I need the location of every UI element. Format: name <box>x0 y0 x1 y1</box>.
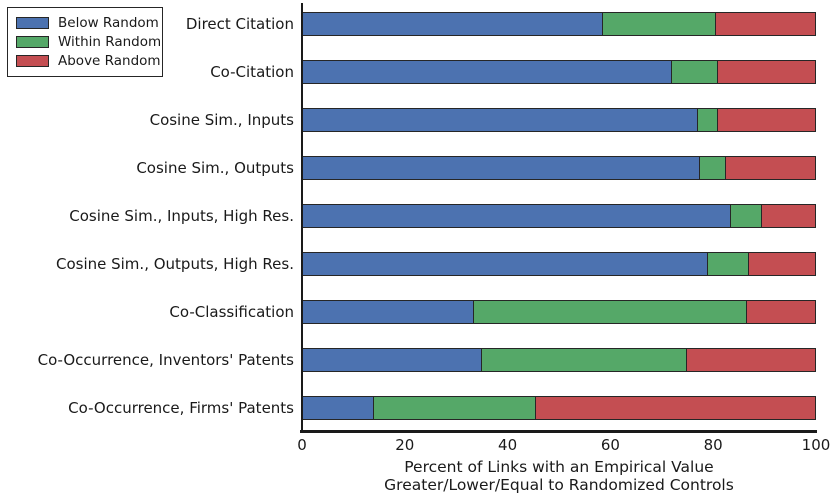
bar-segment-within-random <box>481 348 688 372</box>
x-tick-label: 60 <box>600 436 620 454</box>
category-label: Cosine Sim., Inputs <box>149 111 294 129</box>
bar-segment-below-random <box>302 60 673 84</box>
bar-segment-below-random <box>302 156 701 180</box>
bar-segment-above-random <box>762 204 816 228</box>
legend-item: Above Random <box>16 51 161 70</box>
bar-segment-above-random <box>535 396 816 420</box>
category-label: Co-Occurrence, Firms' Patents <box>68 399 294 417</box>
bar-segment-above-random <box>746 300 816 324</box>
bar-segment-above-random <box>718 108 816 132</box>
legend-label: Within Random <box>58 33 162 50</box>
bar-segment-below-random <box>302 252 709 276</box>
x-tick-label: 80 <box>703 436 723 454</box>
x-tick-label: 20 <box>395 436 415 454</box>
stacked-bar-row <box>302 12 816 36</box>
legend-swatch-icon <box>16 35 49 48</box>
bar-segment-above-random <box>687 348 816 372</box>
legend-swatch-icon <box>16 54 49 67</box>
category-label: Direct Citation <box>185 15 294 33</box>
category-label: Co-Classification <box>169 303 294 321</box>
category-label: Cosine Sim., Inputs, High Res. <box>69 207 294 225</box>
bar-segment-below-random <box>302 300 475 324</box>
bar-segment-above-random <box>718 60 816 84</box>
legend-item: Below Random <box>16 13 159 32</box>
bar-segment-within-random <box>373 396 536 420</box>
bar-segment-within-random <box>700 156 727 180</box>
stacked-bar-row <box>302 300 816 324</box>
x-axis-label-line2: Greater/Lower/Equal to Randomized Contro… <box>384 476 734 494</box>
bar-segment-below-random <box>302 108 698 132</box>
stacked-bar-row <box>302 252 816 276</box>
bar-segment-below-random <box>302 348 482 372</box>
legend-item: Within Random <box>16 32 161 51</box>
legend-label: Below Random <box>58 14 159 31</box>
bar-segment-below-random <box>302 204 732 228</box>
legend-label: Above Random <box>58 52 161 69</box>
bar-segment-within-random <box>672 60 719 84</box>
stacked-bar-row <box>302 396 816 420</box>
x-tick-label: 40 <box>498 436 518 454</box>
x-axis-label-line1: Percent of Links with an Empirical Value <box>404 458 714 476</box>
bar-segment-within-random <box>697 108 719 132</box>
bar-segment-above-random <box>749 252 816 276</box>
bar-segment-within-random <box>602 12 716 36</box>
category-label: Cosine Sim., Outputs <box>136 159 294 177</box>
x-axis-spine <box>300 430 817 433</box>
bar-segment-within-random <box>731 204 763 228</box>
legend: Below Random Within Random Above Random <box>7 7 163 77</box>
legend-swatch-icon <box>16 16 49 29</box>
stacked-bar-row <box>302 348 816 372</box>
stacked-bar-row <box>302 108 816 132</box>
stacked-bar-row <box>302 156 816 180</box>
y-axis-spine <box>301 3 303 433</box>
bar-segment-above-random <box>726 156 816 180</box>
category-label: Co-Occurrence, Inventors' Patents <box>37 351 294 369</box>
category-label: Co-Citation <box>210 63 294 81</box>
bar-segment-within-random <box>474 300 747 324</box>
x-tick-label: 0 <box>297 436 307 454</box>
bar-segment-above-random <box>715 12 816 36</box>
x-tick-label: 100 <box>801 436 831 454</box>
stacked-bar-row <box>302 204 816 228</box>
bar-segment-below-random <box>302 12 603 36</box>
stacked-bar-row <box>302 60 816 84</box>
bar-segment-below-random <box>302 396 374 420</box>
category-label: Cosine Sim., Outputs, High Res. <box>55 255 294 273</box>
bar-segment-within-random <box>708 252 750 276</box>
